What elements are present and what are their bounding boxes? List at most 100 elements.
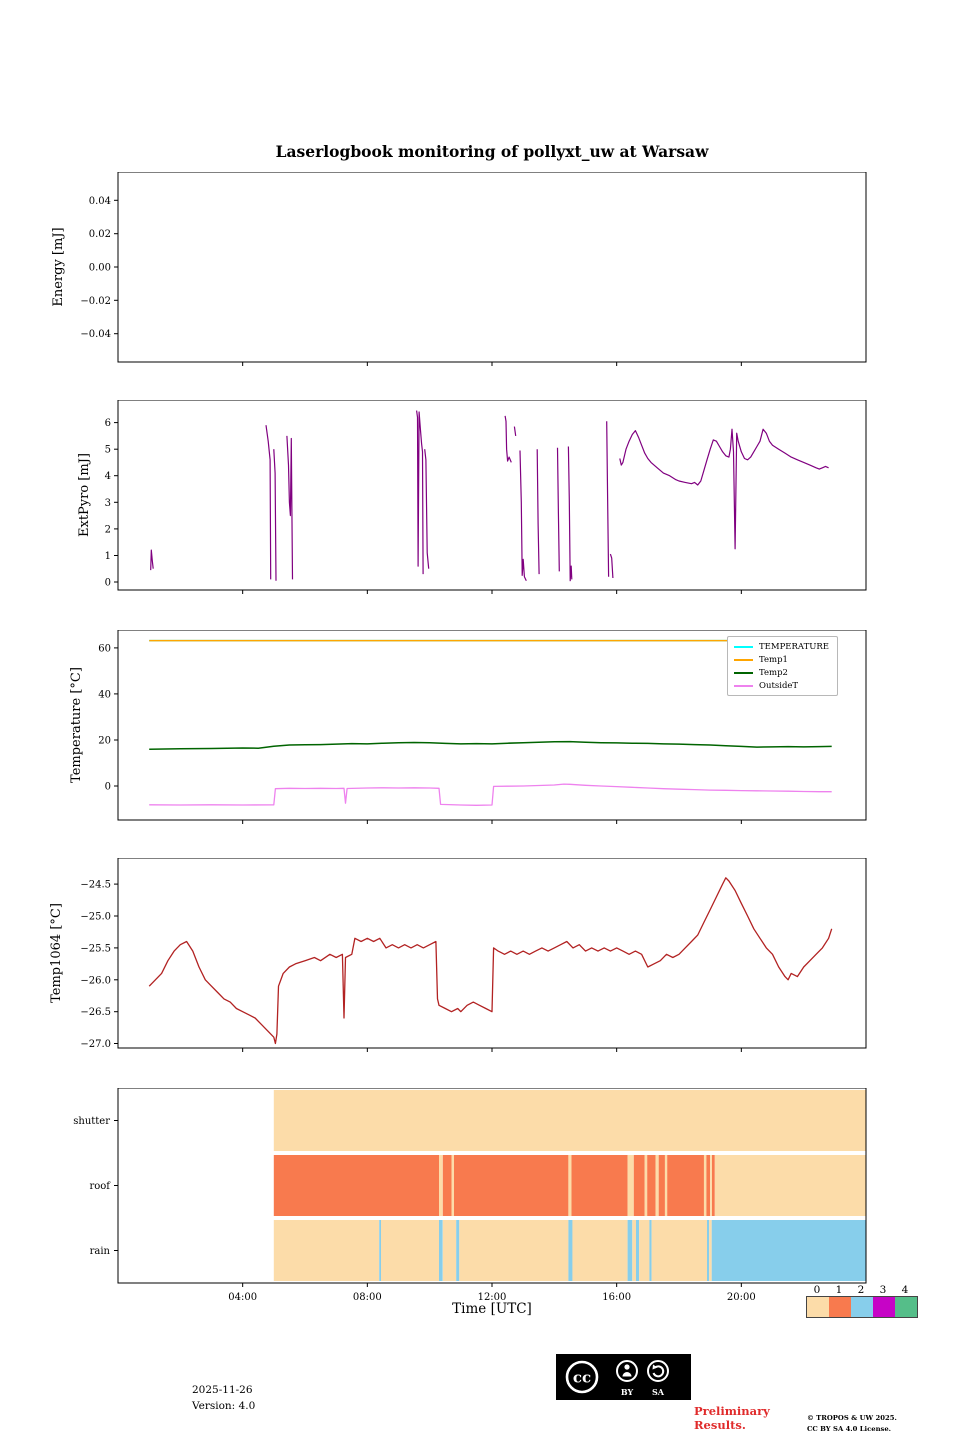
svg-text:SA: SA <box>652 1387 665 1397</box>
status-segment <box>714 1155 866 1216</box>
legend-item: Temp1 <box>734 653 829 666</box>
status-segment <box>667 1155 704 1216</box>
license-note: © TROPOS & UW 2025. CC BY SA 4.0 License… <box>807 1413 897 1435</box>
series-Temp1064 <box>148 877 833 1045</box>
status-segment <box>658 1155 665 1216</box>
y-tick-label: 4 <box>105 471 111 482</box>
status-plot: shutter roof rain 04:00 08:00 12:00 16:00 20:00 <box>0 1087 960 1317</box>
x-tick-label: 16:00 <box>602 1292 631 1303</box>
legend-swatch <box>734 684 753 687</box>
status-segment <box>703 1155 707 1216</box>
legend-swatch <box>734 671 753 674</box>
status-colorbar: 0 1 2 3 4 <box>806 1284 918 1318</box>
preliminary-line2: Results. <box>694 1418 746 1433</box>
legend-swatch <box>734 658 753 661</box>
status-segment <box>459 1220 569 1281</box>
series-Temp2 <box>149 740 832 750</box>
status-segment <box>571 1155 628 1216</box>
y-tick-label: −26.5 <box>80 1007 111 1018</box>
status-segment <box>644 1155 648 1216</box>
preliminary-line1: Preliminary <box>694 1404 770 1418</box>
legend-item: OutsideT <box>734 679 829 692</box>
plot-svg: shutter roof rain 04:00 08:00 12:00 16:00 20:00 <box>73 1087 867 1303</box>
status-segment <box>273 1155 439 1216</box>
colorbar-tick-label: 3 <box>879 1284 887 1296</box>
status-segment <box>568 1220 573 1281</box>
status-segment <box>709 1220 712 1281</box>
plot-frame <box>117 629 867 821</box>
y-tick-label: 20 <box>98 736 111 747</box>
status-segment <box>442 1155 452 1216</box>
x-tick-label: 20:00 <box>727 1292 756 1303</box>
colorbar-cell <box>851 1297 873 1317</box>
y-tick-label: 0 <box>105 782 111 793</box>
status-segment <box>627 1155 634 1216</box>
x-tick-label: 12:00 <box>478 1292 507 1303</box>
y-axis-label: ExtPyro [mJ] <box>77 453 92 537</box>
plot-frame <box>117 857 867 1049</box>
status-segment <box>273 1090 866 1151</box>
y-tick-label: −0.02 <box>80 296 111 307</box>
colorbar-cell <box>873 1297 895 1317</box>
y-tick-label: −0.04 <box>80 329 111 340</box>
plot-svg: 0.04 0.02 0.00 −0.02 −0.04 Energy [mJ] <box>51 171 867 366</box>
status-segment <box>439 1220 443 1281</box>
colorbar-tick-label: 1 <box>835 1284 843 1296</box>
status-segment <box>381 1220 439 1281</box>
temp1064-plot: −24.5 −25.0 −25.5 −26.0 −26.5 −27.0 Temp1064 [… <box>0 857 960 1082</box>
plot-svg: −24.5 −25.0 −25.5 −26.0 −26.5 −27.0 Temp1064 [… <box>49 857 867 1052</box>
colorbar-tick-label: 4 <box>901 1284 909 1296</box>
legend-label: Temp2 <box>759 667 788 678</box>
colorbar-tick-label: 0 <box>813 1284 821 1296</box>
y-tick-label: −24.5 <box>80 880 111 891</box>
colorbar-tick-label: 2 <box>857 1284 865 1296</box>
x-axis-label: Time [UTC] <box>452 1301 532 1317</box>
sa-sharealike-icon: SA <box>647 1360 669 1397</box>
series-ExtPyro <box>150 410 829 582</box>
y-tick-label: −25.0 <box>80 912 111 923</box>
y-tick-label: −27.0 <box>80 1039 111 1050</box>
y-axis-label: Energy [mJ] <box>51 227 66 306</box>
y-tick-label: 3 <box>105 498 111 509</box>
status-segment <box>647 1155 656 1216</box>
status-segment <box>568 1155 572 1216</box>
y-tick-label: 6 <box>105 418 111 429</box>
status-category-label: shutter <box>73 1116 110 1127</box>
status-segment <box>710 1155 713 1216</box>
x-tick-label: 04:00 <box>228 1292 257 1303</box>
x-tick-label: 08:00 <box>353 1292 382 1303</box>
status-segment <box>665 1155 668 1216</box>
legend-label: TEMPERATURE <box>759 641 830 652</box>
status-segment <box>456 1220 460 1281</box>
status-segment <box>633 1155 645 1216</box>
status-segment <box>711 1220 866 1281</box>
cc-badge-graphic: cc BY SA <box>556 1354 691 1400</box>
status-segment <box>636 1220 640 1281</box>
status-segment <box>451 1155 454 1216</box>
status-segment <box>707 1220 710 1281</box>
colorbar-ticks: 0 1 2 3 4 <box>806 1284 918 1296</box>
temperature-legend: TEMPERATURE Temp1 Temp2 OutsideT <box>727 636 839 696</box>
colorbar-bar <box>806 1296 918 1318</box>
y-tick-label: 0.04 <box>89 196 111 207</box>
status-segment <box>712 1155 715 1216</box>
y-axis-label: Temp1064 [°C] <box>49 903 64 1003</box>
plot-svg: 6 5 4 3 2 1 0 ExtPyro [mJ] <box>77 399 867 594</box>
status-segment <box>572 1220 628 1281</box>
status-segment <box>706 1155 711 1216</box>
status-segment <box>442 1220 457 1281</box>
license-line2: CC BY SA 4.0 License. <box>807 1424 892 1433</box>
y-tick-label: −25.5 <box>80 943 111 954</box>
y-tick-label: −26.0 <box>80 975 111 986</box>
y-tick-label: 40 <box>98 689 111 700</box>
status-segment <box>454 1155 569 1216</box>
colorbar-cell <box>895 1297 917 1317</box>
y-tick-label: 1 <box>105 551 111 562</box>
status-segment <box>639 1220 650 1281</box>
page-title: Laserlogbook monitoring of pollyxt_uw at… <box>275 142 709 161</box>
svg-text:BY: BY <box>621 1387 634 1397</box>
status-segment <box>655 1155 659 1216</box>
footer-date-block: 2025-11-26 Version: 4.0 <box>192 1383 255 1415</box>
y-tick-label: 0.00 <box>89 263 111 274</box>
